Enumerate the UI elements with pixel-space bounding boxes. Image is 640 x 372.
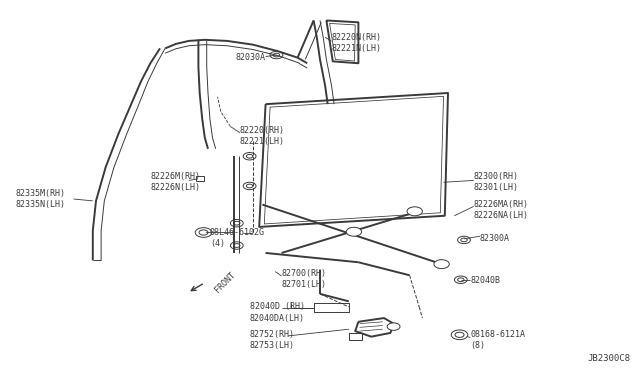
Text: 82220(RH)
82221(LH): 82220(RH) 82221(LH) (240, 126, 285, 146)
Text: 82300A: 82300A (480, 234, 510, 243)
Text: B: B (458, 332, 461, 337)
Circle shape (195, 228, 212, 237)
Text: 82700(RH)
82701(LH): 82700(RH) 82701(LH) (282, 269, 326, 289)
Text: FRONT: FRONT (213, 270, 237, 294)
Text: 82752(RH)
82753(LH): 82752(RH) 82753(LH) (250, 330, 294, 350)
Circle shape (434, 260, 449, 269)
Text: 08L46-6102G
(4): 08L46-6102G (4) (210, 228, 265, 248)
Text: 82226MA(RH)
82226NA(LH): 82226MA(RH) 82226NA(LH) (474, 200, 529, 220)
Circle shape (407, 207, 422, 216)
Circle shape (451, 330, 468, 340)
Text: 82040B: 82040B (470, 276, 500, 285)
Text: 82300(RH)
82301(LH): 82300(RH) 82301(LH) (474, 172, 518, 192)
Circle shape (455, 332, 464, 337)
Text: 82220N(RH)
82221N(LH): 82220N(RH) 82221N(LH) (332, 33, 381, 53)
Text: JB2300C8: JB2300C8 (588, 354, 630, 363)
Text: 08168-6121A
(8): 08168-6121A (8) (470, 330, 525, 350)
Text: 82226M(RH)
82226N(LH): 82226M(RH) 82226N(LH) (150, 172, 200, 192)
Text: 82335M(RH)
82335N(LH): 82335M(RH) 82335N(LH) (16, 189, 66, 209)
Text: 82030A: 82030A (236, 53, 266, 62)
Text: 82040D (RH)
82040DA(LH): 82040D (RH) 82040DA(LH) (250, 302, 305, 323)
Circle shape (387, 323, 400, 330)
Circle shape (199, 230, 208, 235)
Circle shape (346, 227, 362, 236)
Bar (196, 176, 204, 181)
Text: B: B (202, 230, 205, 235)
